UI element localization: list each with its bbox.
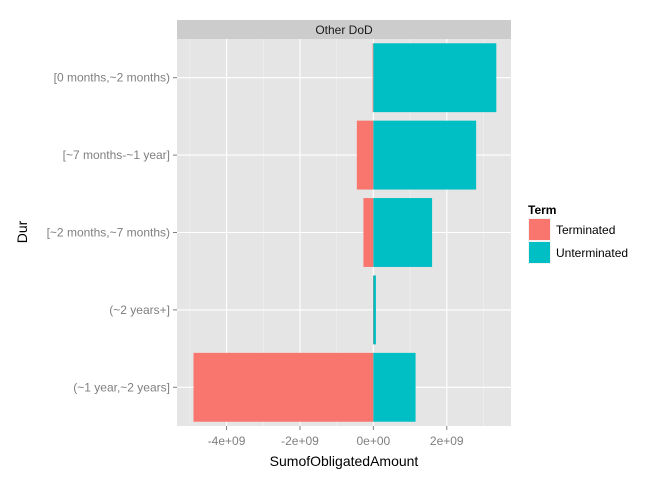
legend-swatch-unterminated	[529, 242, 550, 263]
bar-unterminated-2	[373, 198, 433, 267]
x-axis-title: SumofObligatedAmount	[270, 453, 419, 469]
bar-terminated-3	[372, 275, 374, 345]
facet-strip	[177, 20, 511, 39]
x-tick-label: 0e+00	[357, 434, 391, 448]
bar-unterminated-0	[373, 43, 497, 113]
y-axis-ticks: [0 months,~2 months) [~7 months-~1 year] […	[47, 71, 177, 394]
bar-unterminated-4	[373, 352, 416, 422]
bar-terminated-2	[363, 198, 374, 267]
x-tick-label: -4e+09	[208, 434, 246, 448]
bar-unterminated-1	[373, 120, 477, 190]
legend-swatch-terminated	[529, 219, 550, 240]
bar-terminated-4	[193, 352, 374, 422]
facet-label: Other DoD	[315, 23, 373, 37]
bars	[193, 43, 497, 422]
legend-label-unterminated: Unterminated	[556, 246, 628, 260]
bar-terminated-1	[356, 120, 374, 190]
y-tick-label: [0 months,~2 months)	[54, 71, 170, 85]
legend: Term Terminated Unterminated	[528, 203, 628, 264]
legend-title: Term	[528, 203, 556, 217]
y-tick-label: (~2 years+]	[109, 303, 170, 317]
legend-label-terminated: Terminated	[556, 223, 615, 237]
x-tick-label: -2e+09	[281, 434, 319, 448]
bar-terminated-0	[372, 43, 374, 113]
x-tick-label: 2e+09	[430, 434, 464, 448]
y-tick-label: (~1 year,~2 years]	[73, 380, 170, 394]
y-tick-label: [~2 months,~7 months)	[47, 226, 170, 240]
bar-unterminated-3	[373, 275, 376, 345]
y-axis-title: Dur	[14, 220, 30, 243]
y-tick-label: [~7 months-~1 year]	[63, 148, 170, 162]
x-axis-ticks: -4e+09 -2e+09 0e+00 2e+09	[208, 426, 464, 448]
